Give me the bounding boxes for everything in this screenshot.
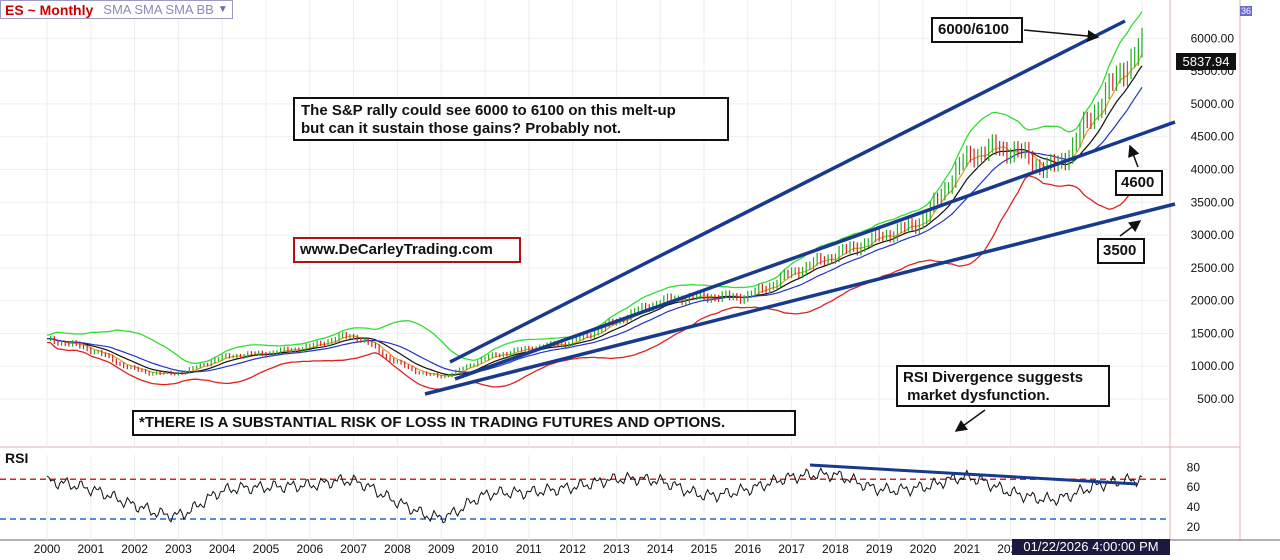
target-label: 6000/6100 bbox=[938, 21, 1009, 38]
last-price-tag: 5837.94 bbox=[1176, 53, 1236, 70]
x-tick-label: 2011 bbox=[516, 542, 542, 555]
rsi-tick-label: 60 bbox=[1187, 480, 1201, 494]
website-box: www.DeCarleyTrading.com bbox=[293, 237, 521, 263]
y-tick-label: 4000.00 bbox=[1191, 163, 1235, 177]
main-note-line-2: but can it sustain those gains? Probably… bbox=[301, 120, 622, 137]
y-tick-label: 5000.00 bbox=[1191, 97, 1235, 111]
y-tick-label: 2500.00 bbox=[1191, 261, 1235, 275]
support1-arrow bbox=[1128, 144, 1140, 168]
x-tick-label: 2012 bbox=[559, 542, 586, 555]
date-readout: 01/22/2026 4:00:00 PM bbox=[1012, 539, 1170, 555]
x-tick-label: 2010 bbox=[472, 542, 499, 555]
rsi-tick-label: 40 bbox=[1187, 500, 1201, 514]
x-tick-label: 2014 bbox=[647, 542, 674, 555]
rsi-note-box: RSI Divergence suggests market dysfuncti… bbox=[896, 365, 1110, 407]
target-label-box: 6000/6100 bbox=[931, 17, 1023, 43]
indicators-label[interactable]: SMA SMA SMA BB bbox=[103, 2, 214, 17]
rsi-tick-label: 80 bbox=[1187, 460, 1201, 474]
annotation-arrows bbox=[954, 29, 1142, 432]
grid-lines bbox=[0, 0, 1280, 541]
rsi-note-line-1: RSI Divergence suggests bbox=[903, 369, 1084, 386]
rsi-label: RSI bbox=[5, 450, 29, 466]
x-tick-label: 2003 bbox=[165, 542, 192, 555]
chevron-down-icon[interactable]: ▼ bbox=[217, 4, 228, 15]
support1-label-box: 4600 bbox=[1115, 170, 1163, 196]
trendlines bbox=[424, 19, 1176, 396]
x-tick-label: 2007 bbox=[340, 542, 367, 555]
rsi-tick-label: 20 bbox=[1187, 520, 1201, 534]
x-tick-label: 2013 bbox=[603, 542, 630, 555]
trendline-3500 bbox=[424, 202, 1176, 396]
x-tick-label: 2020 bbox=[910, 542, 937, 555]
rsi-note-arrow bbox=[954, 409, 986, 432]
time-axis: 2000 2001 2002 2003 2004 2005 2006 2007 2008 2009… bbox=[34, 542, 1156, 556]
x-tick-label: 2006 bbox=[296, 542, 323, 555]
x-tick-label: 2004 bbox=[209, 542, 236, 555]
x-tick-label: 2019 bbox=[866, 542, 893, 555]
x-tick-label: 2000 bbox=[34, 542, 61, 555]
rsi-note-line-2: market dysfunction. bbox=[903, 387, 1050, 404]
y-tick-label: 2000.00 bbox=[1191, 294, 1235, 308]
x-tick-label: 2009 bbox=[428, 542, 455, 555]
y-tick-label: 1000.00 bbox=[1191, 359, 1235, 373]
x-tick-label: 2017 bbox=[778, 542, 805, 555]
symbol-label[interactable]: ES ~ Monthly bbox=[5, 1, 94, 18]
rsi-panel: 20 40 60 80 bbox=[0, 460, 1200, 534]
corner-flag: 36 bbox=[1240, 6, 1253, 16]
disclaimer-box: *THERE IS A SUBSTANTIAL RISK OF LOSS IN … bbox=[132, 410, 796, 436]
rsi-line bbox=[46, 467, 1143, 524]
support2-label: 3500 bbox=[1103, 242, 1137, 259]
support2-arrow bbox=[1119, 220, 1142, 237]
y-tick-label: 4500.00 bbox=[1191, 130, 1235, 144]
x-tick-label: 2001 bbox=[77, 542, 104, 555]
sma-slow-line bbox=[46, 86, 1143, 373]
disclaimer-text: *THERE IS A SUBSTANTIAL RISK OF LOSS IN … bbox=[139, 414, 726, 431]
y-tick-label: 6000.00 bbox=[1191, 31, 1235, 45]
trendline-4600 bbox=[454, 120, 1176, 381]
y-tick-label: 3500.00 bbox=[1191, 195, 1235, 209]
support2-label-box: 3500 bbox=[1097, 238, 1145, 264]
x-tick-label: 2018 bbox=[822, 542, 849, 555]
x-tick-label: 2008 bbox=[384, 542, 411, 555]
support1-label: 4600 bbox=[1121, 174, 1155, 191]
target-arrow bbox=[1023, 29, 1100, 42]
main-note-line-1: The S&P rally could see 6000 to 6100 on … bbox=[301, 102, 676, 119]
rsi-divergence-line bbox=[809, 463, 1138, 486]
y-tick-label: 1500.00 bbox=[1191, 326, 1235, 340]
x-tick-label: 2016 bbox=[734, 542, 761, 555]
y-tick-label: 3000.00 bbox=[1191, 228, 1235, 242]
x-tick-label: 2005 bbox=[253, 542, 280, 555]
price-axis: 500.00 1000.00 1500.00 2000.00 2500.00 3000.0… bbox=[1191, 31, 1235, 406]
main-note-box: The S&P rally could see 6000 to 6100 on … bbox=[293, 97, 729, 141]
chart-header[interactable]: ES ~ Monthly SMA SMA SMA BB ▼ bbox=[0, 0, 233, 19]
trendline-upper bbox=[449, 19, 1126, 364]
price-bars bbox=[50, 27, 1143, 379]
website-text: www.DeCarleyTrading.com bbox=[300, 241, 493, 258]
y-tick-label: 500.00 bbox=[1197, 392, 1234, 406]
bb-lower-line bbox=[46, 173, 1143, 390]
x-tick-label: 2002 bbox=[121, 542, 148, 555]
x-tick-label: 2015 bbox=[691, 542, 718, 555]
sma-mid-line bbox=[46, 65, 1143, 376]
x-tick-label: 2021 bbox=[953, 542, 980, 555]
